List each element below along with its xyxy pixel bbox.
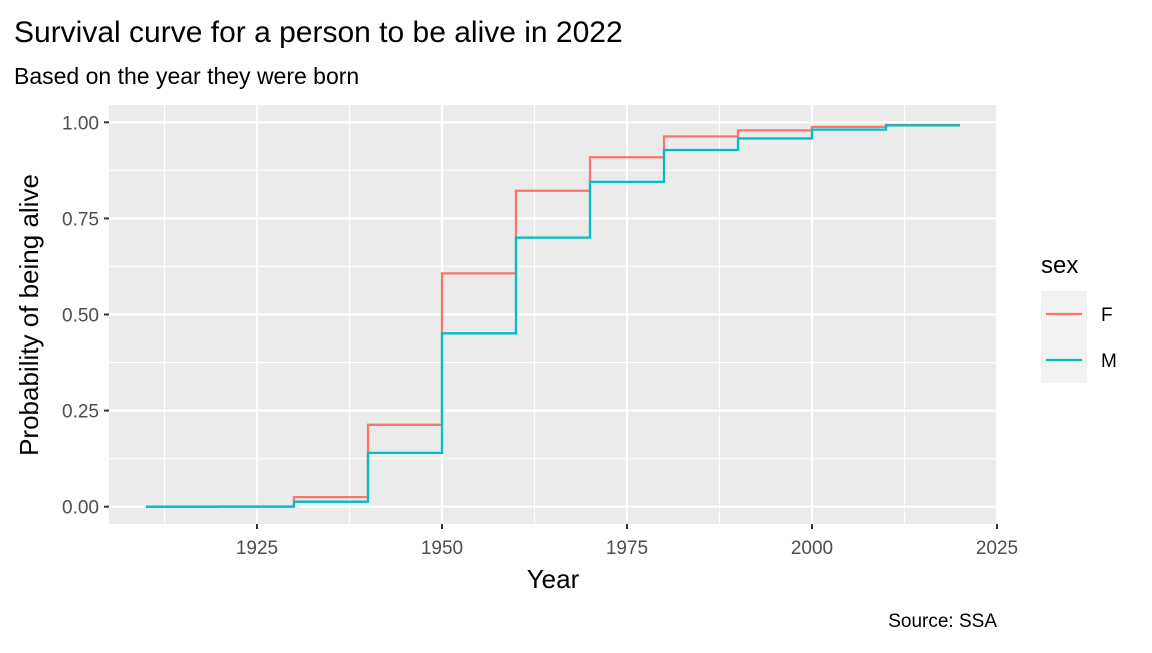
x-tick-label: 1950 — [421, 538, 463, 559]
series-layer — [146, 123, 960, 508]
y-tick-label: 0.00 — [62, 498, 99, 519]
x-tick-label: 2000 — [791, 538, 833, 559]
legend-label-F: F — [1101, 305, 1113, 326]
chart-caption: Source: SSA — [888, 611, 997, 632]
legend-title: sex — [1041, 252, 1078, 279]
y-axis-label: Probability of being alive — [14, 174, 44, 456]
y-tick-label: 0.75 — [62, 209, 99, 230]
x-axis-label: Year — [527, 564, 580, 594]
y-tick-label: 0.25 — [62, 402, 99, 423]
chart-subtitle: Based on the year they were born — [14, 63, 359, 89]
series-line-M — [146, 124, 960, 508]
legend-label-M: M — [1101, 351, 1117, 372]
x-tick-label: 1975 — [606, 538, 648, 559]
y-tick-label: 1.00 — [62, 113, 99, 134]
x-tick-label: 2025 — [976, 538, 1018, 559]
x-axis: 1925 1950 1975 2000 2025 — [236, 524, 1018, 559]
y-axis: 0.00 0.25 0.50 0.75 1.00 — [62, 113, 109, 519]
legend: sex F M — [1041, 252, 1117, 383]
chart-title: Survival curve for a person to be alive … — [14, 16, 623, 49]
y-tick-label: 0.50 — [62, 306, 99, 327]
x-tick-label: 1925 — [236, 538, 278, 559]
